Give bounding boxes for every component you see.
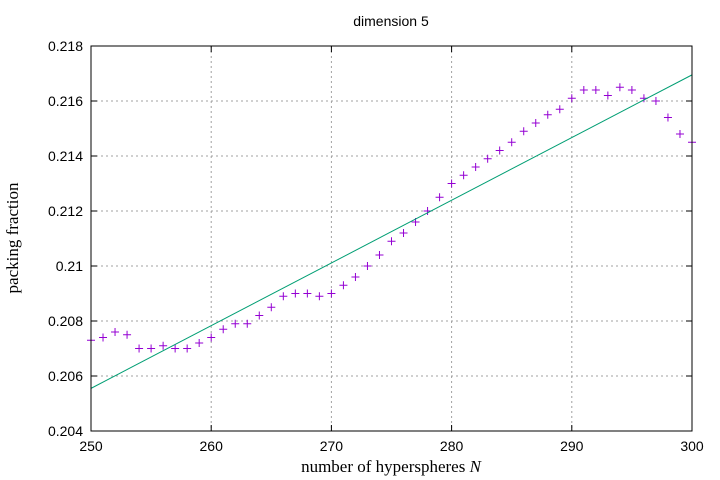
data-point — [579, 86, 588, 94]
data-point — [495, 146, 504, 155]
data-point — [279, 292, 288, 301]
x-axis-ticks: 250 260 270 280 290 300 — [79, 46, 704, 454]
data-point — [531, 119, 540, 127]
data-point — [303, 289, 312, 298]
x-tick-label: 290 — [560, 438, 584, 454]
grid-lines — [91, 46, 692, 431]
data-point — [651, 97, 660, 105]
data-point — [435, 193, 444, 202]
x-tick-label: 250 — [79, 438, 103, 454]
data-point — [387, 237, 396, 246]
data-point — [183, 344, 192, 353]
data-point — [627, 86, 636, 94]
data-series — [87, 74, 696, 389]
data-point — [399, 229, 408, 237]
x-tick-label: 280 — [440, 438, 464, 454]
plot-frame — [90, 45, 693, 432]
data-point — [471, 163, 480, 171]
data-point — [255, 311, 264, 320]
data-point — [135, 344, 144, 353]
data-point — [339, 281, 348, 290]
y-tick-label: 0.218 — [48, 38, 83, 54]
data-point — [147, 344, 156, 353]
data-point — [315, 292, 324, 301]
data-point — [543, 110, 552, 119]
y-axis-label: packing fraction — [3, 182, 22, 293]
x-tick-label: 270 — [320, 438, 344, 454]
data-point — [231, 319, 240, 328]
data-point — [327, 289, 336, 298]
data-point — [483, 154, 492, 163]
data-point — [291, 289, 300, 298]
y-tick-label: 0.21 — [56, 258, 83, 274]
data-point — [447, 179, 456, 188]
data-point — [507, 138, 516, 147]
x-axis-label: number of hyperspheres N — [301, 457, 483, 476]
x-axis-label-text: number of hyperspheres — [301, 457, 470, 476]
data-point — [615, 83, 624, 92]
data-point — [195, 339, 204, 347]
data-point — [351, 273, 360, 281]
data-point — [159, 341, 168, 350]
y-axis-ticks: 0.204 0.206 0.208 0.21 0.212 0.214 0.216 0.218 — [48, 38, 692, 439]
data-point — [591, 86, 600, 94]
data-point — [567, 94, 576, 103]
data-point — [363, 262, 372, 270]
data-point — [375, 251, 384, 259]
data-point — [123, 330, 132, 339]
data-point — [555, 105, 564, 114]
fit-line — [90, 74, 693, 389]
data-point — [99, 333, 108, 342]
x-tick-label: 260 — [200, 438, 224, 454]
data-point — [243, 319, 252, 328]
y-tick-label: 0.204 — [48, 423, 83, 439]
y-tick-label: 0.208 — [48, 313, 83, 329]
data-point — [663, 113, 672, 122]
data-point — [111, 328, 120, 336]
data-point — [519, 127, 528, 136]
chart-title: dimension 5 — [353, 13, 429, 29]
data-point — [675, 130, 684, 138]
data-point — [267, 303, 276, 312]
data-point — [219, 325, 228, 334]
data-point — [603, 91, 612, 100]
y-tick-label: 0.206 — [48, 368, 83, 384]
x-tick-label: 300 — [680, 438, 704, 454]
data-point — [171, 344, 180, 353]
data-point — [207, 333, 216, 342]
y-tick-label: 0.212 — [48, 203, 83, 219]
data-point — [459, 171, 468, 180]
y-tick-label: 0.216 — [48, 93, 83, 109]
x-axis-label-variable: N — [469, 457, 483, 476]
y-tick-label: 0.214 — [48, 148, 83, 164]
